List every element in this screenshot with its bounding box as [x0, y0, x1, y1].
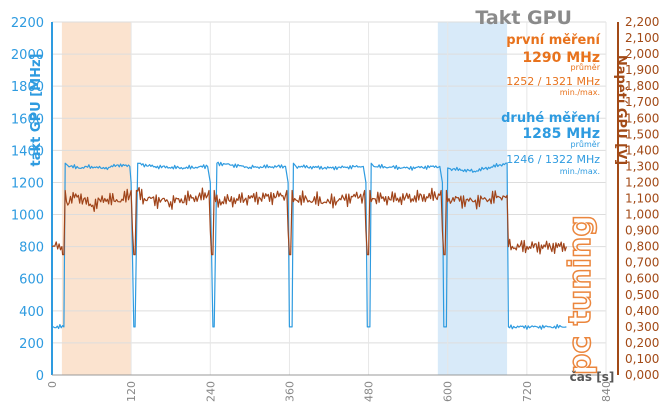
y-left-tick-label: 0	[36, 369, 44, 384]
y-right-tick-label: 2,000	[625, 47, 659, 61]
y-right-tick-label: 2,100	[625, 31, 659, 45]
annotation-text: min./max.	[560, 167, 600, 176]
annotation-text: druhé měření	[501, 111, 601, 126]
annotation-text: průměr	[571, 139, 601, 149]
y-right-tick-label: 0,600	[625, 272, 659, 286]
annotation-text: 1285 MHz	[522, 126, 600, 142]
watermark-text: pc tuning	[563, 215, 598, 375]
y-right-tick-label: 1,300	[625, 159, 659, 173]
y-right-tick-label: 1,700	[625, 95, 659, 109]
pctuning-logo: pc tuning	[562, 214, 599, 375]
y-right-tick-label: 2,200	[625, 15, 659, 29]
y-right-tick-label: 1,800	[625, 79, 659, 93]
x-tick-label: 840	[600, 381, 613, 402]
y-left-tick-label: 1000	[11, 209, 44, 224]
y-right-tick-label: 0,300	[625, 320, 659, 334]
series-line-right	[51, 186, 567, 256]
highlight-regions	[61, 22, 508, 375]
y-right-tick-label: 0,800	[625, 240, 659, 254]
y-right-tick-label: 0,700	[625, 256, 659, 270]
y-left-tick-label: 2200	[11, 16, 44, 31]
y-left-tick-label: 2000	[11, 48, 44, 63]
y-left-tick-label: 1800	[11, 80, 44, 95]
highlight-region-0	[61, 22, 132, 375]
x-tick-label: 0	[46, 381, 59, 388]
y-axis-left-label: takt GPU [MHz]	[29, 54, 44, 167]
x-tick-label: 600	[442, 381, 455, 402]
y-right-tick-label: 0,900	[625, 224, 659, 238]
annotation-text: 1252 / 1321 MHz	[506, 75, 600, 88]
series-lines	[51, 161, 567, 330]
left-tick-labels: 0 200 400 600 800 1000 1200 1400 1600 1800 2000 220…	[11, 16, 44, 384]
annotation-text: 1290 MHz	[522, 50, 600, 66]
annotation-text: první měření	[506, 33, 601, 48]
chart-title: Takt GPU	[475, 7, 572, 29]
x-tick-label: 480	[363, 381, 376, 402]
y-right-tick-label: 1,500	[625, 127, 659, 141]
y-right-tick-label: 0,200	[625, 336, 659, 350]
y-left-tick-label: 1200	[11, 176, 44, 191]
annotation-text: min./max.	[560, 88, 600, 97]
annotation-text: průměr	[571, 62, 601, 72]
y-right-tick-label: 0,400	[625, 304, 659, 318]
y-right-tick-label: 0,000	[625, 368, 659, 382]
y-right-tick-label: 0,500	[625, 288, 659, 302]
x-tick-label: 240	[204, 381, 217, 402]
y-right-tick-label: 0,100	[625, 352, 659, 366]
y-left-tick-label: 1400	[11, 144, 44, 159]
annotation-text: 1246 / 1322 MHz	[506, 153, 600, 166]
y-right-tick-label: 1,100	[625, 192, 659, 206]
y-left-tick-label: 200	[19, 337, 44, 352]
y-axis-right-label: Napětí GPU [V]	[613, 55, 628, 165]
right-tick-labels: 0,000 0,100 0,200 0,300 0,400 0,500 0,600 0,700…	[625, 15, 659, 382]
x-tick-label: 360	[283, 381, 296, 402]
y-right-tick-label: 1,400	[625, 143, 659, 157]
y-left-tick-label: 400	[19, 305, 44, 320]
x-axis-label: čas [s]	[570, 370, 615, 384]
x-tick-labels: 0 120 240 360 480 600 720 840	[46, 381, 613, 402]
y-right-tick-label: 1,600	[625, 111, 659, 125]
y-right-tick-label: 1,000	[625, 208, 659, 222]
x-tick-label: 720	[521, 381, 534, 402]
y-right-tick-label: 1,200	[625, 175, 659, 189]
y-right-tick-label: 1,900	[625, 63, 659, 77]
axes	[51, 22, 619, 376]
x-tick-label: 120	[125, 381, 138, 402]
series-line-left	[52, 161, 567, 330]
y-left-tick-label: 800	[19, 241, 44, 256]
y-left-tick-label: 1600	[11, 112, 44, 127]
y-left-tick-label: 600	[19, 273, 44, 288]
